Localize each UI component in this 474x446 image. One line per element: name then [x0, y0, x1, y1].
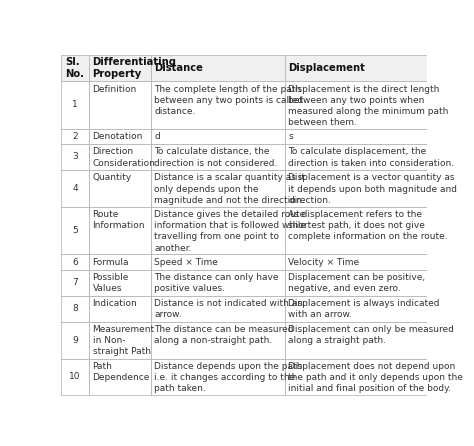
- Text: Denotation: Denotation: [92, 132, 143, 141]
- Text: s: s: [288, 132, 293, 141]
- Bar: [285, 170, 428, 207]
- Text: Distance is a scalar quantity as it
only depends upon the
magnitude and not the : Distance is a scalar quantity as it only…: [155, 173, 305, 205]
- Bar: [285, 55, 428, 81]
- Bar: [89, 254, 151, 270]
- Text: 5: 5: [72, 226, 78, 235]
- Bar: [89, 55, 151, 81]
- Text: 3: 3: [72, 153, 78, 161]
- Bar: [151, 296, 285, 322]
- Text: Distance depends upon the path
i.e. it changes according to the
path taken.: Distance depends upon the path i.e. it c…: [155, 362, 303, 393]
- Bar: [61, 81, 89, 129]
- Text: Displacement does not depend upon
the path and it only depends upon the
initial : Displacement does not depend upon the pa…: [288, 362, 463, 393]
- Text: 1: 1: [72, 100, 78, 109]
- Bar: [285, 296, 428, 322]
- Bar: [89, 322, 151, 359]
- Text: 7: 7: [72, 278, 78, 287]
- Bar: [61, 270, 89, 296]
- Bar: [285, 207, 428, 254]
- Text: To calculate displacement, the
direction is taken into consideration.: To calculate displacement, the direction…: [288, 148, 455, 168]
- Bar: [151, 254, 285, 270]
- Text: The distance can be measured
along a non-straight path.: The distance can be measured along a non…: [155, 325, 294, 345]
- Bar: [89, 129, 151, 144]
- Bar: [89, 207, 151, 254]
- Bar: [151, 170, 285, 207]
- Bar: [151, 322, 285, 359]
- Bar: [285, 359, 428, 396]
- Text: Path
Dependence: Path Dependence: [92, 362, 150, 382]
- Text: Direction
Consideration: Direction Consideration: [92, 148, 155, 168]
- Text: Distance is not indicated with an
arrow.: Distance is not indicated with an arrow.: [155, 299, 303, 319]
- Text: Distance: Distance: [155, 63, 203, 73]
- Text: Route
Information: Route Information: [92, 210, 145, 231]
- Bar: [285, 129, 428, 144]
- Text: Velocity × Time: Velocity × Time: [288, 258, 359, 267]
- Bar: [151, 129, 285, 144]
- Bar: [285, 81, 428, 129]
- Bar: [285, 270, 428, 296]
- Bar: [89, 144, 151, 170]
- Bar: [151, 359, 285, 396]
- Bar: [285, 254, 428, 270]
- Bar: [151, 270, 285, 296]
- Text: Sl.
No.: Sl. No.: [65, 57, 84, 79]
- Bar: [61, 170, 89, 207]
- Bar: [285, 322, 428, 359]
- Text: Differentiating
Property: Differentiating Property: [92, 57, 177, 79]
- Bar: [89, 81, 151, 129]
- Text: Displacement: Displacement: [288, 63, 365, 73]
- Bar: [89, 296, 151, 322]
- Bar: [61, 129, 89, 144]
- Bar: [61, 296, 89, 322]
- Text: Quantity: Quantity: [92, 173, 132, 182]
- Text: The complete length of the path
between any two points is called
distance.: The complete length of the path between …: [155, 85, 303, 116]
- Bar: [61, 55, 89, 81]
- Text: Formula: Formula: [92, 258, 129, 267]
- Bar: [285, 144, 428, 170]
- Bar: [151, 81, 285, 129]
- Text: The distance can only have
positive values.: The distance can only have positive valu…: [155, 273, 279, 293]
- Text: Indication: Indication: [92, 299, 137, 308]
- Text: Displacement is the direct length
between any two points when
measured along the: Displacement is the direct length betwee…: [288, 85, 449, 127]
- Bar: [61, 322, 89, 359]
- Bar: [151, 207, 285, 254]
- Text: As displacement refers to the
shortest path, it does not give
complete informati: As displacement refers to the shortest p…: [288, 210, 448, 241]
- Text: Distance gives the detailed route
information that is followed while
travelling : Distance gives the detailed route inform…: [155, 210, 306, 252]
- Text: 4: 4: [72, 184, 78, 193]
- Bar: [89, 359, 151, 396]
- Text: To calculate distance, the
direction is not considered.: To calculate distance, the direction is …: [155, 148, 278, 168]
- Text: Displacement can be positive,
negative, and even zero.: Displacement can be positive, negative, …: [288, 273, 426, 293]
- Bar: [61, 254, 89, 270]
- Text: Definition: Definition: [92, 85, 137, 94]
- Text: Displacement is a vector quantity as
it depends upon both magnitude and
directio: Displacement is a vector quantity as it …: [288, 173, 457, 205]
- Text: d: d: [155, 132, 160, 141]
- Bar: [151, 144, 285, 170]
- Bar: [61, 359, 89, 396]
- Text: Displacement is always indicated
with an arrow.: Displacement is always indicated with an…: [288, 299, 440, 319]
- Bar: [61, 144, 89, 170]
- Bar: [89, 270, 151, 296]
- Text: 10: 10: [69, 372, 81, 381]
- Text: 8: 8: [72, 304, 78, 313]
- Text: Displacement can only be measured
along a straight path.: Displacement can only be measured along …: [288, 325, 454, 345]
- Bar: [61, 207, 89, 254]
- Bar: [151, 55, 285, 81]
- Text: 9: 9: [72, 336, 78, 345]
- Text: Speed × Time: Speed × Time: [155, 258, 218, 267]
- Text: Possible
Values: Possible Values: [92, 273, 129, 293]
- Bar: [89, 170, 151, 207]
- Text: 2: 2: [72, 132, 78, 141]
- Text: 6: 6: [72, 257, 78, 267]
- Text: Measurement
in Non-
straight Path: Measurement in Non- straight Path: [92, 325, 155, 356]
